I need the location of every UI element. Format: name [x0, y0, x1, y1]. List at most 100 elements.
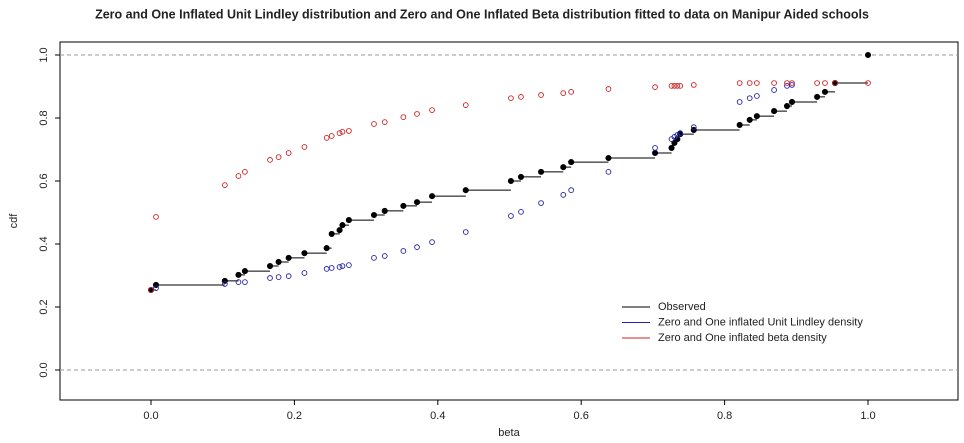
fitted-point: [336, 130, 343, 136]
observed-point: [507, 177, 514, 185]
fitted-point: [221, 182, 228, 188]
observed-point: [328, 230, 335, 237]
fitted-point: [400, 248, 407, 254]
fitted-point: [285, 150, 292, 156]
step-line: [150, 82, 869, 291]
fitted-point: [605, 86, 612, 92]
observed-point: [345, 217, 352, 224]
fitted-point: [789, 82, 795, 88]
fitted-point: [746, 95, 753, 102]
fitted-point: [789, 80, 795, 86]
fitted-point: [771, 80, 777, 86]
legend-label: Zero and One inflated beta density: [658, 332, 827, 344]
fitted-point: [301, 144, 308, 150]
y-tick-label: 0.4: [38, 236, 50, 251]
fitted-point: [242, 279, 248, 285]
fitted-point: [328, 133, 335, 139]
y-tick-label: 0.6: [38, 173, 50, 188]
fitted-point: [328, 265, 335, 271]
fitted-point: [508, 95, 514, 102]
fitted-point: [568, 89, 575, 95]
fitted-point: [668, 83, 675, 89]
fitted-point: [148, 287, 154, 293]
fitted-point: [235, 173, 242, 179]
fitted-point: [771, 87, 777, 93]
fitted-point: [221, 281, 228, 287]
fitted-point: [267, 157, 273, 163]
fitted-point: [371, 121, 377, 127]
x-axis-label: beta: [498, 427, 520, 439]
x-tick-label: 0.4: [430, 410, 445, 422]
fitted-point: [508, 213, 514, 219]
observed-point: [517, 173, 525, 180]
observed-point: [783, 102, 791, 110]
fitted-point: [400, 114, 407, 120]
fitted-point: [538, 92, 544, 98]
y-tick-label: 0.0: [38, 362, 50, 377]
observed-point: [538, 168, 545, 175]
observed-point: [753, 113, 760, 120]
observed-point: [821, 88, 829, 95]
fitted-point: [381, 253, 388, 259]
fitted-point: [518, 209, 524, 215]
fitted-point: [671, 83, 678, 89]
fitted-point: [814, 80, 820, 86]
fitted-point: [671, 134, 678, 140]
fitted-point: [462, 229, 469, 235]
legend-label: Zero and One inflated Unit Lindley densi…: [658, 316, 863, 328]
observed-point: [771, 108, 778, 115]
observed-point: [652, 149, 659, 157]
fitted-point: [414, 244, 420, 251]
x-tick-label: 0.8: [717, 410, 732, 422]
y-tick-label: 0.2: [38, 299, 50, 314]
fitted-point: [674, 83, 681, 89]
x-tick-label: 1.0: [860, 410, 875, 422]
fitted-point: [285, 273, 292, 279]
fitted-point: [153, 214, 159, 220]
fitted-point: [518, 94, 524, 100]
observed-point: [400, 202, 407, 209]
observed-point: [285, 254, 292, 261]
fitted-point: [301, 270, 308, 276]
observed-point: [864, 51, 872, 59]
fitted-point: [560, 192, 567, 198]
fitted-point: [462, 102, 469, 108]
fitted-point: [153, 285, 159, 291]
observed-point: [241, 268, 248, 275]
fitted-point: [242, 169, 248, 175]
fitted-point: [323, 266, 330, 272]
fitted-point: [690, 124, 697, 130]
fitted-point: [674, 132, 681, 138]
fitted-point: [652, 145, 658, 151]
observed-point: [336, 227, 343, 234]
fitted-point: [346, 262, 352, 268]
y-tick-label: 1.0: [38, 47, 50, 62]
fitted-point: [339, 263, 346, 269]
fitted-point: [235, 279, 242, 285]
fitted-point: [381, 119, 388, 125]
observed-point: [746, 116, 753, 123]
observed-point: [605, 154, 612, 162]
fitted-point: [677, 83, 684, 89]
fitted-point: [736, 80, 743, 86]
fitted-point: [414, 111, 420, 117]
fitted-point: [690, 82, 697, 88]
fitted-point: [605, 169, 612, 175]
fitted-point: [652, 84, 658, 90]
fitted-point: [323, 135, 330, 141]
fitted-point: [429, 239, 435, 245]
observed-point: [381, 207, 388, 214]
observed-point: [736, 121, 743, 128]
x-tick-label: 0.0: [143, 410, 158, 422]
fitted-point: [865, 80, 871, 86]
fitted-point: [346, 128, 352, 134]
fitted-point: [267, 275, 273, 281]
fitted-point: [822, 80, 828, 86]
x-tick-label: 0.2: [287, 410, 302, 422]
fitted-point: [736, 99, 743, 105]
observed-point: [370, 211, 378, 219]
fitted-point: [429, 107, 435, 113]
observed-point: [560, 164, 567, 171]
legend-label: Observed: [658, 301, 706, 313]
x-tick-label: 0.6: [574, 410, 589, 422]
